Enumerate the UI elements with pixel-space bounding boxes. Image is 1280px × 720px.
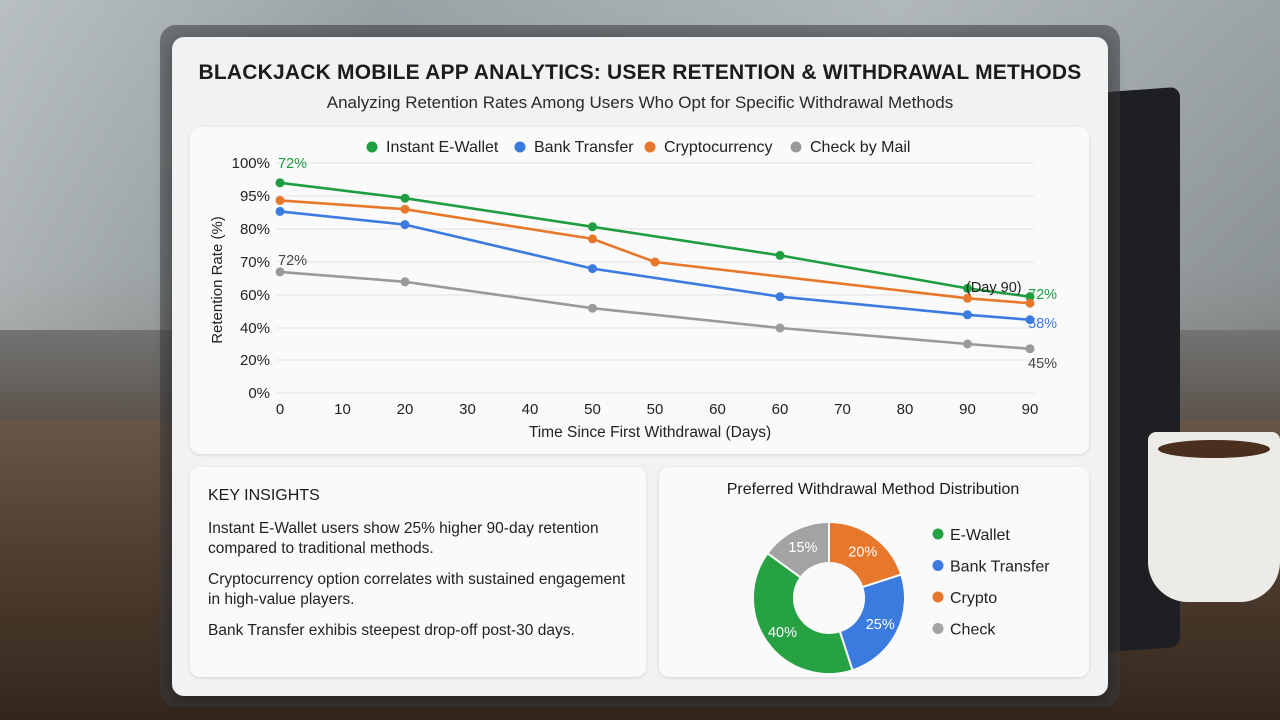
x-tick-label: 40 xyxy=(522,401,539,418)
series-line xyxy=(279,210,1031,322)
x-tick-label: 70 xyxy=(834,401,851,418)
retention-line-chart: 100% 95% 80% 70% 60% 40% 20% 0% 0 10 20 30 40 50 50 60 6… xyxy=(209,139,1057,441)
data-point xyxy=(275,267,285,277)
y-tick-label: 60% xyxy=(240,287,270,304)
legend-swatch xyxy=(514,141,526,153)
pie-legend-label: E-Wallet xyxy=(950,527,1010,544)
y-tick-label: 100% xyxy=(232,155,270,172)
data-point xyxy=(1025,344,1035,354)
x-tick-label: 90 xyxy=(959,401,976,418)
annotation-label: 72% xyxy=(1028,287,1057,303)
legend-label: Check by Mail xyxy=(810,139,910,156)
pie-legend-label: Bank Transfer xyxy=(950,559,1050,576)
x-tick-label: 30 xyxy=(459,401,476,418)
insight-item: Bank Transfer exhibis steepest drop-off … xyxy=(208,622,575,639)
pie-chart-panel: Preferred Withdrawal Method Distribution… xyxy=(659,467,1089,677)
y-axis-label: Retention Rate (%) xyxy=(209,216,226,344)
line-chart-panel: 100% 95% 80% 70% 60% 40% 20% 0% 0 10 20 30 40 50 50 60 6… xyxy=(190,127,1089,454)
pie-legend-label: Crypto xyxy=(950,590,997,607)
pie-slice xyxy=(838,573,906,672)
y-tick-label: 80% xyxy=(240,221,270,238)
series-line xyxy=(279,181,1031,298)
y-tick-label: 20% xyxy=(240,352,270,369)
data-point xyxy=(1025,298,1035,308)
x-tick-label: 60 xyxy=(772,401,789,418)
page-title: BLACKJACK MOBILE APP ANALYTICS: USER RET… xyxy=(198,61,1082,84)
y-tick-label: 0% xyxy=(248,385,270,402)
pie-slice-label: 40% xyxy=(768,625,797,641)
annotation-label: (Day 90) xyxy=(966,280,1022,296)
page-subtitle: Analyzing Retention Rates Among Users Wh… xyxy=(326,93,954,112)
pie-legend-label: Check xyxy=(950,622,996,639)
data-point xyxy=(588,264,597,274)
legend-swatch xyxy=(790,141,802,153)
pie-title: Preferred Withdrawal Method Distribution xyxy=(727,481,1020,498)
annotation-label: 72% xyxy=(278,253,307,269)
series-line xyxy=(279,270,1031,351)
data-point xyxy=(400,220,410,230)
x-tick-label: 80 xyxy=(897,401,914,418)
data-point xyxy=(588,234,597,244)
withdrawal-distribution-donut: Preferred Withdrawal Method Distribution… xyxy=(727,481,1050,675)
dashboard-card: BLACKJACK MOBILE APP ANALYTICS: USER RET… xyxy=(172,37,1108,696)
pie-legend-swatch xyxy=(932,623,944,634)
data-point xyxy=(963,310,972,320)
x-tick-label: 20 xyxy=(397,401,414,418)
pie-slice-label: 25% xyxy=(866,617,895,633)
pie-slice xyxy=(752,551,854,675)
pie-slice xyxy=(828,520,903,589)
data-point xyxy=(775,292,785,302)
data-point xyxy=(400,277,410,287)
x-tick-label: 10 xyxy=(334,401,351,418)
data-point xyxy=(1025,315,1035,325)
data-point xyxy=(1025,292,1035,302)
data-point xyxy=(400,193,410,203)
data-point xyxy=(963,293,972,303)
data-point xyxy=(963,339,972,349)
insight-item: Instant E-Wallet users show 25% higher 9… xyxy=(208,520,599,557)
legend-swatch xyxy=(366,141,378,153)
key-insights-panel: KEY INSIGHTS Instant E-Wallet users show… xyxy=(190,467,646,677)
x-tick-label: 0 xyxy=(276,401,284,418)
insights-heading: KEY INSIGHTS xyxy=(208,487,320,504)
legend-label: Instant E-Wallet xyxy=(386,139,499,156)
legend-label: Bank Transfer xyxy=(534,139,634,156)
legend-label: Cryptocurrency xyxy=(664,139,772,156)
x-tick-label: 50 xyxy=(584,401,601,418)
annotation-label: 72% xyxy=(278,156,307,172)
data-point xyxy=(275,206,285,216)
annotation-label: 45% xyxy=(1028,356,1057,372)
data-point xyxy=(275,178,285,188)
insight-item: Cryptocurrency option correlates with su… xyxy=(208,571,626,608)
pie-legend-swatch xyxy=(932,528,944,540)
pie-legend-swatch xyxy=(932,560,944,571)
data-point xyxy=(588,222,597,232)
pie-slice-label: 20% xyxy=(848,544,877,560)
series-line xyxy=(279,199,1031,305)
y-tick-label: 95% xyxy=(240,188,270,205)
y-tick-label: 70% xyxy=(240,254,270,271)
pie-legend-swatch xyxy=(932,591,944,603)
x-tick-label: 50 xyxy=(647,401,664,418)
x-tick-label: 90 xyxy=(1022,401,1039,418)
pie-slice xyxy=(766,520,830,579)
x-tick-label: 60 xyxy=(709,401,726,418)
legend-swatch xyxy=(644,141,656,153)
background-coffee-cup xyxy=(1148,432,1280,602)
x-axis-label: Time Since First Withdrawal (Days) xyxy=(529,424,771,441)
data-point xyxy=(588,303,597,313)
data-point xyxy=(650,257,660,267)
data-point xyxy=(963,283,972,293)
data-point xyxy=(775,250,785,260)
data-point xyxy=(400,204,410,214)
data-point xyxy=(275,195,285,205)
annotation-label: 58% xyxy=(1028,316,1057,332)
y-tick-label: 40% xyxy=(240,320,270,337)
pie-slice-label: 15% xyxy=(788,540,817,556)
data-point xyxy=(775,323,785,333)
